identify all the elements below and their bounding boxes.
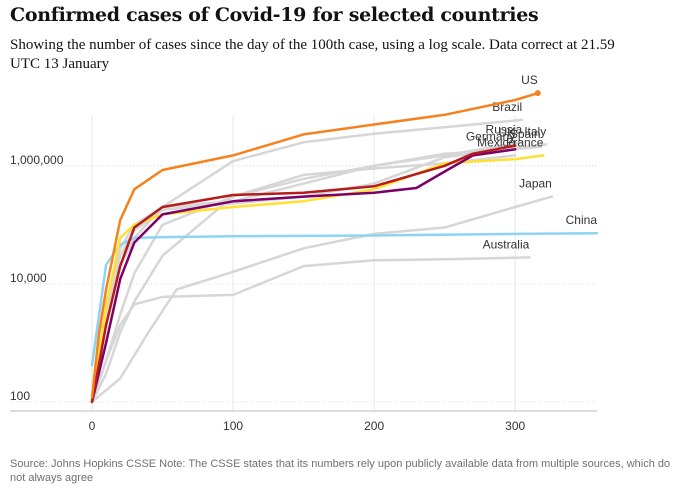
chart-subtitle: Showing the number of cases since the da… [10,37,615,72]
series-line [90,256,531,404]
y-tick-label: 100 [10,389,30,403]
series-label: Japan [519,177,552,191]
series-line [90,231,599,367]
x-tick-label: 300 [505,419,525,433]
series-line [90,91,540,399]
series-label: Italy [524,124,546,138]
series-label: UK [499,126,516,140]
end-point [534,90,541,97]
series-line [90,144,517,404]
source-note: Source: Johns Hopkins CSSE Note: The CSS… [10,458,671,484]
series-line [90,143,548,404]
x-tick-label: 0 [89,419,96,433]
series-label: US [521,73,538,87]
y-tick-label: 1,000,000 [10,153,64,167]
series-line [90,154,517,404]
series-line [90,145,542,404]
series-label: Australia [483,237,530,251]
series-line [90,141,524,404]
series-label: Russia [486,122,523,136]
x-tick-label: 100 [223,419,243,433]
series-line [90,148,517,404]
series-label: China [566,213,598,227]
series-label: Germany [466,129,515,143]
x-tick-label: 200 [364,419,384,433]
series-line [90,154,545,404]
chart-title: Confirmed cases of Covid-19 for selected… [10,4,539,26]
series-line [90,195,554,404]
y-tick-label: 10,000 [10,271,47,285]
series-label: Spain [510,127,541,141]
series-label: Mexico [477,135,515,149]
